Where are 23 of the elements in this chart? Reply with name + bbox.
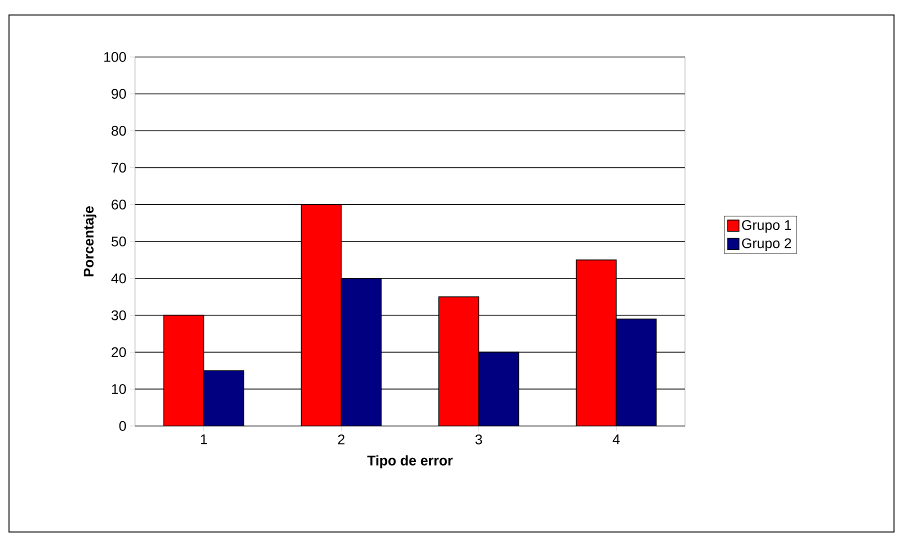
bar	[340, 278, 382, 426]
y-axis-title: Porcentaje	[83, 206, 96, 276]
y-tick-label: 50	[112, 236, 126, 246]
y-tick-label: 70	[112, 162, 126, 173]
x-axis-title: Tipo de error	[367, 455, 453, 468]
y-tick-label: 100	[104, 52, 126, 62]
y-tick-label: 0	[119, 421, 126, 431]
x-tick-label: 4	[612, 434, 620, 444]
y-tick-label: 30	[112, 310, 126, 320]
y-tick-label: 80	[112, 126, 126, 136]
legend-label: Grupo 2	[742, 238, 792, 251]
x-tick-label: 3	[475, 434, 482, 444]
bar	[203, 370, 244, 426]
bar	[616, 318, 657, 426]
x-tick-label: 1	[200, 434, 207, 444]
y-tick-label: 90	[112, 88, 126, 99]
bar	[478, 352, 520, 426]
legend-label: Grupo 1	[742, 220, 792, 233]
y-tick-label: 10	[112, 384, 126, 394]
y-tick-label: 20	[112, 347, 126, 358]
y-tick-label: 40	[111, 273, 126, 284]
x-tick-label: 2	[338, 434, 344, 444]
y-tick-label: 60	[112, 200, 126, 210]
